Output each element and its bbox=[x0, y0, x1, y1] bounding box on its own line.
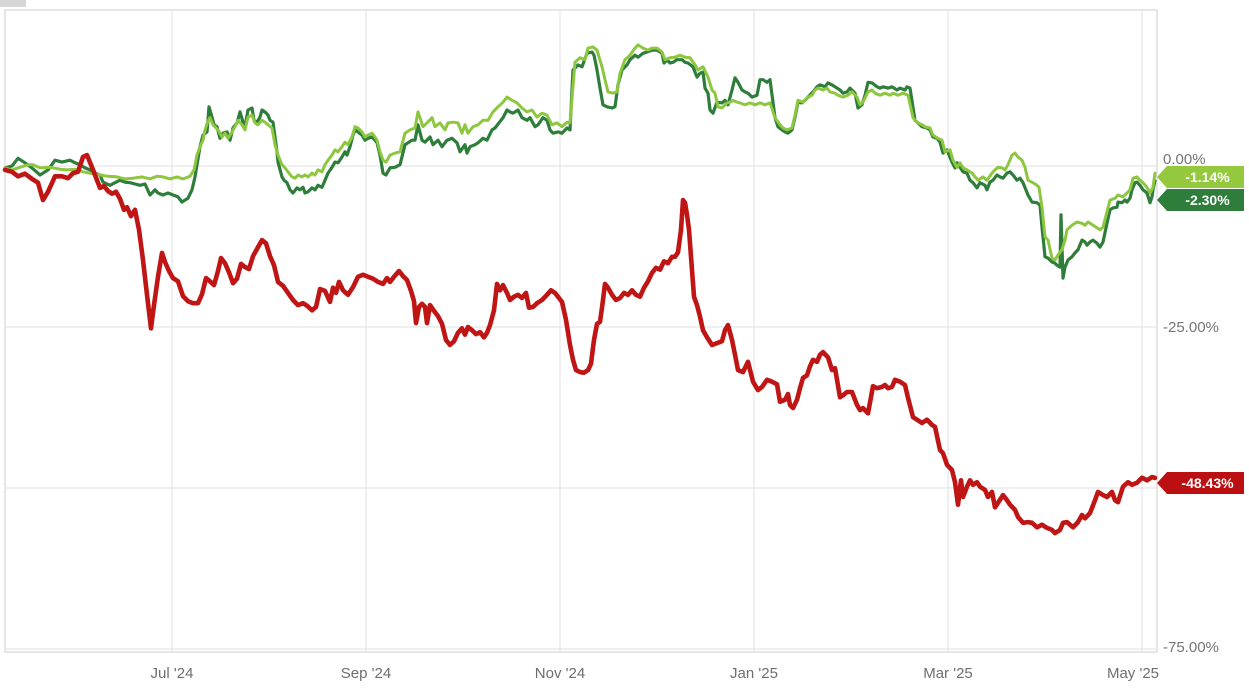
red-series-value-badge-label: -48.43% bbox=[1181, 475, 1234, 491]
y-axis-tick-label: -25.00% bbox=[1163, 319, 1219, 336]
dark-green-series-value-badge-label: -2.30% bbox=[1185, 192, 1230, 208]
x-axis-tick-label: Mar '25 bbox=[923, 665, 973, 682]
plot-area[interactable] bbox=[4, 9, 1158, 653]
light-green-series-value-badge bbox=[1157, 166, 1244, 188]
dark-green-series-value-badge bbox=[1157, 189, 1244, 211]
dark-green-series-line[interactable] bbox=[3, 48, 1157, 280]
x-axis-tick-label: Jul '24 bbox=[151, 665, 194, 682]
x-axis-tick-label: Nov '24 bbox=[535, 665, 585, 682]
window-corner-artifact bbox=[0, 0, 26, 7]
y-axis-tick-label: -75.00% bbox=[1163, 639, 1219, 656]
light-green-series-value-badge-label: -1.14% bbox=[1185, 169, 1230, 185]
x-axis-tick-label: Jan '25 bbox=[730, 665, 778, 682]
red-series-value-badge bbox=[1157, 472, 1244, 494]
light-green-series-line[interactable] bbox=[3, 43, 1157, 262]
x-axis-tick-label: Sep '24 bbox=[341, 665, 391, 682]
x-axis-tick-label: May '25 bbox=[1107, 665, 1159, 682]
red-series-line[interactable] bbox=[2, 152, 1158, 536]
y-axis-tick-label: 0.00% bbox=[1163, 151, 1206, 168]
